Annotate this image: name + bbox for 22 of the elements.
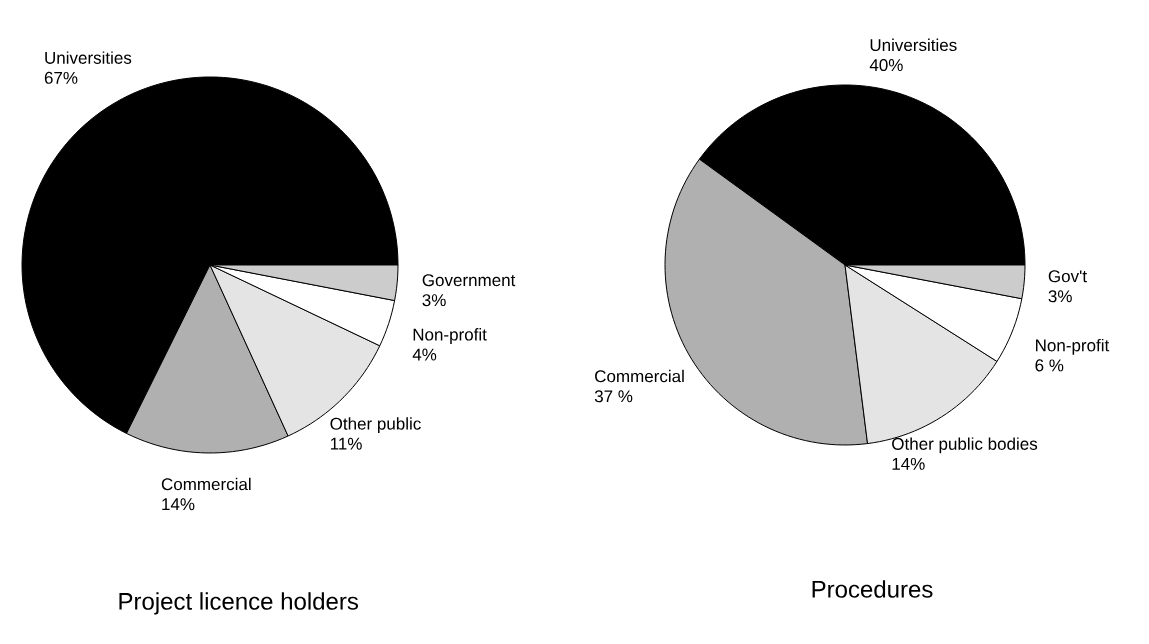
text: Project licence holders <box>119 592 359 615</box>
data-label: 37 % <box>594 390 633 403</box>
slice-label: Gov't <box>1048 270 1087 283</box>
data-label: 40% <box>869 59 903 72</box>
text: Procedures <box>812 580 933 598</box>
data-label: 3% <box>422 294 446 307</box>
slice-label: Commercial <box>161 477 251 491</box>
slice-label: Other public <box>330 417 421 434</box>
slice-label: Non-profit <box>413 328 487 344</box>
data-label: 4% <box>412 348 437 361</box>
slice-label: Commercial <box>595 369 684 383</box>
data-label: 3% <box>1048 290 1072 303</box>
data-label: 14% <box>892 457 925 470</box>
data-label: 14% <box>162 498 195 511</box>
slice-label: Universities <box>45 51 132 64</box>
slice-label: Non-profit <box>1036 338 1110 355</box>
data-label: 11% <box>330 437 362 450</box>
data-label: 6 % <box>1035 359 1064 372</box>
slice-label: Universities <box>870 38 957 52</box>
slice-label: Other public bodies <box>892 437 1038 454</box>
data-label: 67% <box>44 71 78 84</box>
slice-label: Government <box>422 274 516 287</box>
